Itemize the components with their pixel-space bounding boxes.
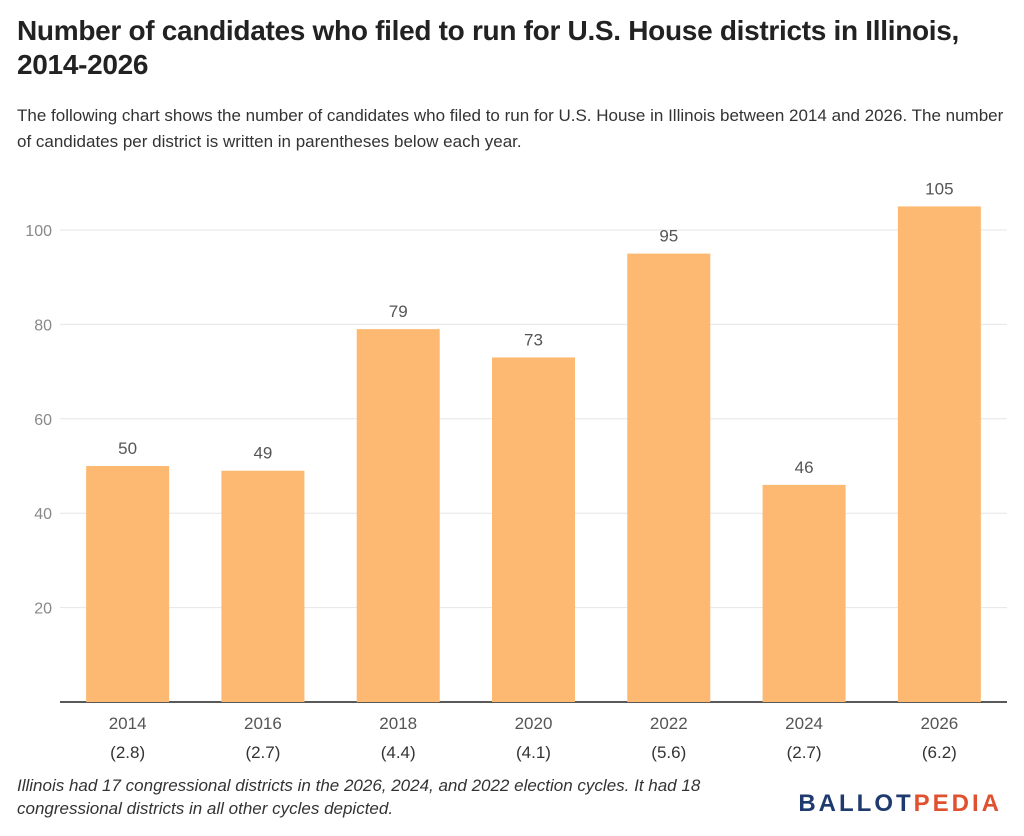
- ballotpedia-logo: BALLOTPEDIA: [798, 790, 1002, 818]
- data-label: 49: [253, 444, 272, 463]
- x-tick-label: 2018: [379, 714, 417, 733]
- data-label: 105: [925, 179, 953, 198]
- label-layer: 20 40 60 80 100 50 2014 (2.8) 49 2016 (2.7) 79 2018 (…: [25, 179, 958, 762]
- bar: [221, 470, 305, 702]
- bar: [492, 357, 575, 702]
- x-sub-label: (2.7): [787, 743, 822, 762]
- y-tick-label: 80: [34, 317, 52, 334]
- y-tick-label: 20: [34, 601, 52, 618]
- x-tick-label: 2024: [785, 714, 823, 733]
- x-tick-label: 2020: [515, 714, 553, 733]
- x-sub-label: (2.7): [245, 743, 280, 762]
- y-tick-label: 60: [34, 412, 52, 429]
- x-sub-label: (5.6): [651, 743, 686, 762]
- x-sub-label: (6.2): [922, 743, 957, 762]
- y-tick-label: 100: [25, 223, 52, 240]
- y-tick-label: 40: [34, 506, 52, 523]
- data-label: 79: [389, 302, 408, 321]
- logo-part-ballot: BALLOT: [798, 790, 914, 817]
- x-tick-label: 2022: [650, 714, 688, 733]
- data-label: 50: [118, 439, 137, 458]
- data-label: 73: [524, 330, 543, 349]
- x-tick-label: 2014: [109, 714, 147, 733]
- chart-title: Number of candidates who filed to run fo…: [17, 15, 960, 80]
- bar: [762, 484, 846, 702]
- x-sub-label: (2.8): [110, 743, 145, 762]
- logo-part-pedia: PEDIA: [913, 790, 1002, 817]
- bar: [627, 253, 711, 702]
- x-tick-label: 2026: [920, 714, 958, 733]
- x-tick-label: 2016: [244, 714, 282, 733]
- bar: [86, 466, 170, 702]
- bar: [356, 329, 440, 702]
- data-label: 95: [659, 227, 678, 246]
- bar-layer: [86, 206, 981, 702]
- x-sub-label: (4.1): [516, 743, 551, 762]
- x-sub-label: (4.4): [381, 743, 416, 762]
- data-label: 46: [795, 458, 814, 477]
- chart-subtitle: The following chart shows the number of …: [17, 106, 1004, 151]
- footnote: Illinois had 17 congressional districts …: [17, 776, 701, 818]
- bar: [897, 206, 981, 702]
